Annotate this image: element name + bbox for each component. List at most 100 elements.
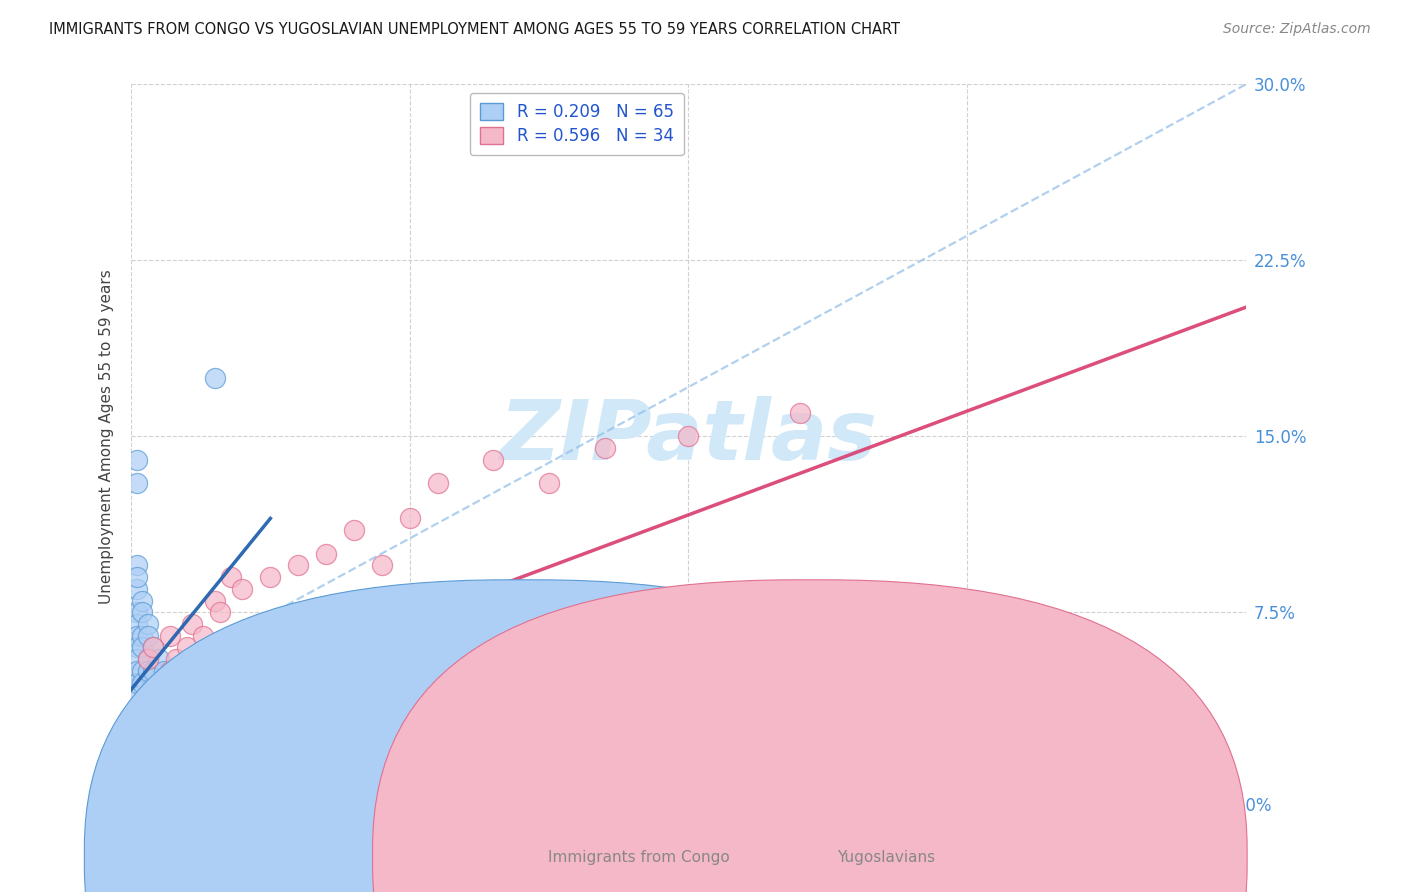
Point [125,664,148,678]
Point [131,605,153,619]
Point [187,723,209,737]
Point [125,675,148,690]
Point [136,652,159,666]
Point [221,570,243,584]
Point [900,593,922,607]
Text: IMMIGRANTS FROM CONGO VS YUGOSLAVIAN UNEMPLOYMENT AMONG AGES 55 TO 59 YEARS CORR: IMMIGRANTS FROM CONGO VS YUGOSLAVIAN UNE… [49,22,900,37]
Point [125,558,148,573]
Point [165,652,187,666]
Point [343,523,366,537]
Point [242,776,264,790]
Point [136,629,159,643]
Point [142,687,165,701]
Point [231,582,253,596]
Point [125,582,148,596]
Point [204,757,226,772]
Point [315,547,337,561]
Point [153,711,176,725]
Point [125,452,148,467]
Point [165,711,187,725]
Point [142,664,165,678]
Legend: R = 0.209   N = 65, R = 0.596   N = 34: R = 0.209 N = 65, R = 0.596 N = 34 [470,93,683,155]
Point [131,664,153,678]
Point [136,687,159,701]
Point [482,452,505,467]
Y-axis label: Unemployment Among Ages 55 to 59 years: Unemployment Among Ages 55 to 59 years [100,269,114,604]
Point [125,570,148,584]
Point [136,711,159,725]
Text: Immigrants from Congo: Immigrants from Congo [548,850,730,864]
Point [148,699,170,714]
Point [226,774,249,789]
Point [159,699,181,714]
Point [170,699,193,714]
Point [125,734,148,748]
Point [176,746,198,760]
Point [165,734,187,748]
Point [136,617,159,632]
Point [153,711,176,725]
Point [181,617,204,632]
Point [398,511,420,525]
Point [259,570,281,584]
Point [125,617,148,632]
Point [142,640,165,655]
Point [198,746,221,760]
Point [125,605,148,619]
Text: ZIPatlas: ZIPatlas [499,396,877,477]
Point [122,687,145,701]
Point [136,711,159,725]
Point [181,734,204,748]
Text: Yugoslavians: Yugoslavians [837,850,935,864]
Point [215,757,238,772]
Point [193,734,215,748]
Point [131,675,153,690]
Point [221,770,243,784]
Point [426,476,449,491]
Point [131,699,153,714]
Point [204,734,226,748]
Point [148,652,170,666]
Point [153,664,176,678]
Point [142,640,165,655]
Point [148,723,170,737]
Point [287,558,309,573]
Point [125,640,148,655]
Point [209,605,232,619]
Point [193,629,215,643]
Point [159,629,181,643]
Point [176,723,198,737]
Text: Source: ZipAtlas.com: Source: ZipAtlas.com [1223,22,1371,37]
Point [131,640,153,655]
Point [231,774,253,789]
Point [181,711,204,725]
Point [678,429,700,443]
Point [159,664,181,678]
Point [176,640,198,655]
Point [125,629,148,643]
Point [159,675,181,690]
Point [537,476,560,491]
Point [170,723,193,737]
Point [371,558,394,573]
Point [204,593,226,607]
Point [148,675,170,690]
Point [131,593,153,607]
Point [125,652,148,666]
Point [142,723,165,737]
Point [984,687,1007,701]
Point [131,629,153,643]
Point [159,723,181,737]
Point [242,779,264,793]
Point [131,699,153,714]
Point [789,406,811,420]
Point [204,370,226,384]
Point [125,476,148,491]
Point [187,746,209,760]
Point [142,711,165,725]
Point [136,664,159,678]
Point [176,699,198,714]
Point [153,687,176,701]
Point [593,441,616,455]
Point [136,652,159,666]
